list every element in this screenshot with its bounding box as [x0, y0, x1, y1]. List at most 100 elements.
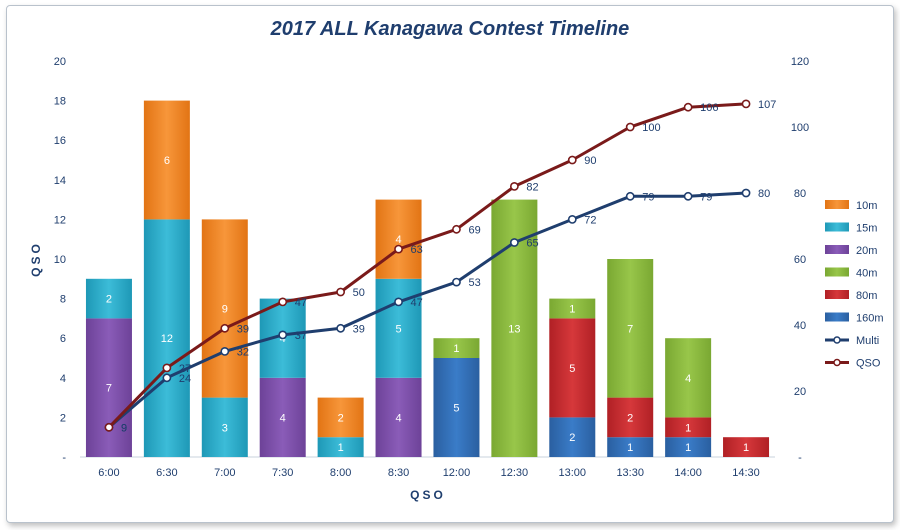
point-label-QSO: 69 [468, 224, 480, 236]
bar-segment-160m [665, 437, 712, 457]
point-Multi [509, 238, 519, 247]
bar-value-label: 1 [569, 304, 575, 316]
bar-segment-10m [317, 397, 364, 438]
bar-segment-160m [433, 358, 480, 457]
point-QSO [741, 99, 751, 109]
bar-value-label: 1 [453, 343, 459, 355]
point-label-Multi: 24 [179, 373, 191, 385]
x-axis-title: QSO [410, 488, 446, 502]
bar-value-label: 2 [106, 294, 112, 306]
point-Multi [336, 323, 346, 333]
point-label-QSO: 100 [642, 122, 660, 134]
bar-value-label: 2 [569, 432, 575, 444]
point-QSO [278, 297, 288, 307]
point-label-Multi: 80 [758, 188, 770, 200]
chart-title: 2017 ALL Kanagawa Contest Timeline [270, 18, 630, 40]
bar-value-label: 1 [685, 442, 691, 454]
point-label-QSO: 63 [411, 244, 423, 256]
point-Multi [162, 373, 172, 383]
point-label-Multi: 79 [642, 191, 654, 203]
bar-segment-15m [85, 278, 132, 319]
bar-segment-160m [549, 417, 596, 457]
y-tick-label: 18 [54, 96, 66, 108]
bar-value-label: 7 [627, 323, 633, 335]
bar-segment-20m [375, 377, 422, 457]
bar-value-label: 6 [164, 155, 170, 167]
bar-segment-40m [433, 338, 480, 358]
y2-tick-label: 80 [794, 188, 806, 200]
y-tick-label: 16 [54, 135, 66, 147]
line-QSO [107, 102, 747, 429]
y-tick-label: 4 [60, 373, 66, 385]
bar-value-label: 12 [161, 333, 173, 345]
y-tick-label: 2 [60, 412, 66, 424]
point-label-Multi: 32 [237, 346, 249, 358]
bar-value-label: 1 [743, 442, 749, 454]
x-tick-label: 14:30 [732, 467, 760, 479]
point-Multi [220, 346, 230, 356]
bar-segment-20m [85, 318, 132, 457]
bar-segment-80m [607, 397, 654, 438]
y2-tick-label: 40 [794, 320, 806, 332]
point-Multi [452, 277, 461, 287]
point-label-Multi: 65 [526, 238, 538, 250]
x-tick-label: 8:30 [388, 467, 409, 479]
point-label-Multi: 53 [468, 277, 480, 289]
x-tick-label: 6:00 [98, 467, 119, 479]
x-tick-label: 12:30 [501, 467, 529, 479]
y-tick-label: 8 [60, 294, 66, 306]
point-Multi [567, 214, 577, 224]
point-label-Multi: 72 [584, 214, 596, 226]
legend-label: 10m [856, 200, 877, 212]
point-label-Multi: 39 [353, 323, 365, 335]
legend-swatch-15m [825, 222, 849, 232]
bar-segment-40m [665, 338, 712, 418]
x-tick-label: 12:00 [443, 467, 471, 479]
bar-value-label: 1 [685, 422, 691, 434]
y2-tick-label: 20 [794, 386, 806, 398]
y-tick-label: 6 [60, 333, 66, 345]
x-tick-label: 7:30 [272, 467, 293, 479]
bar-segment-10m [201, 219, 248, 398]
x-tick-label: 8:00 [330, 467, 351, 479]
bar-value-label: 1 [627, 442, 633, 454]
y2-tick-label: - [798, 452, 802, 464]
x-tick-label: 14:00 [674, 467, 702, 479]
y-tick-label: 20 [54, 56, 66, 68]
legend-label: 20m [856, 245, 877, 257]
point-QSO [625, 122, 635, 132]
y-tick-label: 14 [54, 175, 66, 187]
bar-value-label: 9 [222, 304, 228, 316]
y-tick-label: - [62, 452, 66, 464]
bar-value-label: 7 [106, 383, 112, 395]
x-tick-label: 7:00 [214, 467, 235, 479]
point-label-QSO: 47 [295, 297, 307, 309]
bar-segment-80m [665, 417, 712, 438]
legend-label: 40m [856, 268, 877, 280]
x-tick-label: 6:30 [156, 467, 177, 479]
point-label-QSO: 90 [584, 155, 596, 167]
legend-marker-Multi [833, 336, 841, 344]
bar-segment-160m [607, 437, 654, 457]
bar-segment-10m [143, 100, 190, 220]
bar-value-label: 4 [685, 373, 691, 385]
legend-label: 15m [856, 223, 877, 235]
bar-segment-15m [143, 219, 190, 457]
y2-tick-label: 100 [791, 122, 809, 134]
bar-value-label: 3 [222, 422, 228, 434]
point-Multi [741, 188, 751, 198]
point-QSO [394, 244, 403, 254]
stacked-bars: 5211521111317474421234156924 [85, 100, 770, 457]
point-label-QSO: 9 [121, 422, 127, 434]
bar-segment-10m [375, 199, 422, 279]
legend-label: Multi [856, 335, 879, 347]
legend-swatch-10m [825, 200, 849, 209]
point-QSO [104, 422, 114, 432]
point-QSO [452, 224, 461, 234]
bar-segment-20m [259, 377, 306, 457]
legend: 10m 15m 20m 40m 80m 160m Multi QSO [825, 200, 884, 370]
point-label-QSO: 106 [700, 102, 718, 114]
